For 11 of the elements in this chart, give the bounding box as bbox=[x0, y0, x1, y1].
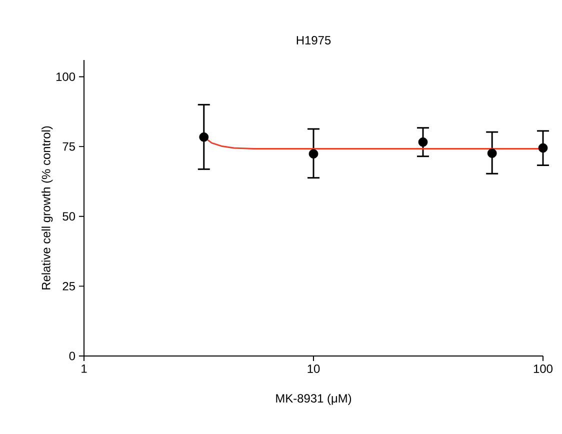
x-axis-title: MK-8931 (μM) bbox=[276, 394, 352, 405]
x-tick-label: 10 bbox=[308, 364, 320, 373]
y-axis-title: Relative cell growth (% control) bbox=[42, 126, 53, 290]
y-tick-label: 50 bbox=[62, 212, 76, 221]
chart-title: H1975 bbox=[296, 36, 331, 44]
x-tick-label: 100 bbox=[534, 364, 553, 373]
y-tick-label: 0 bbox=[69, 352, 76, 360]
x-tick-label: 1 bbox=[82, 364, 87, 373]
y-tick-label: 25 bbox=[62, 282, 75, 290]
y-tick-label: 100 bbox=[56, 72, 76, 81]
y-tick-label: 75 bbox=[62, 142, 75, 151]
